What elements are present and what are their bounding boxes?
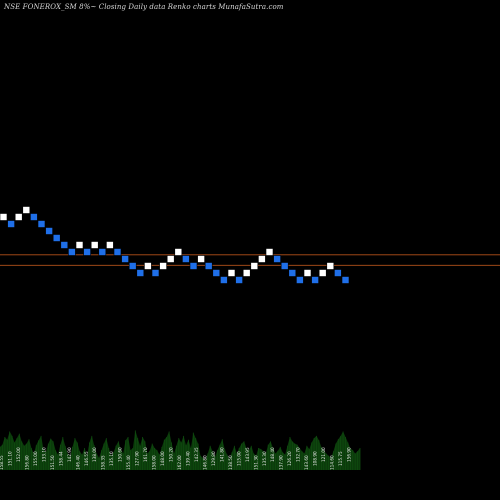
down-brick-32 [235,276,243,284]
down-brick-18 [128,262,137,270]
down-brick-28 [204,262,213,270]
down-brick-9 [60,241,69,249]
volume-label-29: 115.00 [236,451,241,466]
volume-label-33: 148.40 [270,447,275,462]
chart-title: NSE FONEROX_SM 8%~ Closing Daily data Re… [4,3,284,11]
volume-label-8: 158.44 [58,451,63,466]
volume-label-38: 108.90 [313,451,318,466]
volume-area [0,430,360,470]
volume-label-23: 139.40 [185,451,190,466]
volume-label-1: 158.55 [0,455,4,470]
volume-label-9: 142.90 [67,447,72,462]
volume-label-39: 121.00 [321,447,326,462]
down-brick-21 [151,269,160,277]
down-brick-46 [341,276,350,284]
up-brick-41 [303,269,312,277]
volume-label-4: 156.80 [24,455,29,470]
volume-label-27: 141.80 [219,447,224,462]
down-brick-25 [182,255,190,263]
volume-label-36: 132.70 [296,447,301,462]
up-brick-35 [258,255,266,263]
volume-label-10: 146.40 [75,455,80,470]
volume-label-17: 127.90 [135,451,140,466]
down-brick-2 [7,220,15,228]
up-brick-33 [242,269,251,277]
volume-label-21: 150.20 [169,447,174,462]
up-brick-23 [166,255,175,263]
volume-label-37: 143.60 [304,455,309,470]
down-brick-14 [98,248,107,256]
volume-label-13: 158.35 [101,455,106,470]
volume-label-2: 151.10 [7,451,12,466]
down-brick-8 [52,234,61,242]
up-brick-44 [326,262,335,270]
down-brick-45 [334,269,342,277]
reference-lines [0,254,500,266]
down-brick-10 [68,248,76,256]
volume-label-20: 148.00 [160,451,165,466]
up-brick-11 [75,241,84,249]
volume-label-18: 161.70 [143,447,148,462]
volume-label-31: 151.30 [253,455,258,470]
volume-label-34: 137.90 [279,455,284,470]
volume-label-32: 135.30 [262,451,267,466]
up-brick-20 [144,262,152,270]
volume-label-22: 162.00 [177,455,182,470]
down-brick-42 [311,276,319,284]
volume-label-25: 146.80 [202,455,207,470]
volume-label-35: 126.20 [287,451,292,466]
volume-label-28: 138.50 [228,455,233,470]
down-brick-39 [288,269,297,277]
volume-panel [0,430,361,470]
up-brick-13 [90,241,99,249]
volume-label-15: 150.60 [118,447,123,462]
down-brick-5 [30,213,38,221]
down-brick-38 [280,262,289,270]
volume-label-19: 158.00 [152,455,157,470]
volume-label-26: 129.80 [211,451,216,466]
down-brick-6 [37,220,46,228]
up-brick-4 [22,206,31,214]
down-brick-40 [296,276,304,284]
up-brick-43 [318,269,327,277]
down-brick-16 [113,248,122,256]
up-brick-27 [197,255,205,263]
down-brick-17 [121,255,129,263]
up-brick-24 [174,248,183,256]
up-brick-31 [227,269,236,277]
renko-bricks [0,206,350,284]
volume-label-30: 143.95 [245,447,250,462]
volume-label-16: 155.40 [126,455,131,470]
volume-label-7: 151.50 [50,455,55,470]
down-brick-30 [220,276,228,284]
volume-label-40: 114.60 [330,455,335,470]
up-brick-34 [250,262,259,270]
volume-label-3: 152.00 [16,447,21,462]
volume-label-42: 156.90 [347,447,352,462]
down-brick-12 [83,248,91,256]
volume-label-5: 155.00 [33,451,38,466]
down-brick-7 [45,227,53,235]
up-brick-15 [106,241,114,249]
volume-label-14: 135.10 [109,451,114,466]
volume-label-24: 142.35 [194,447,199,462]
up-brick-36 [265,248,274,256]
up-brick-22 [159,262,167,270]
down-brick-26 [189,262,198,270]
up-brick-1 [0,213,8,221]
down-brick-19 [136,269,145,277]
volume-label-41: 115.75 [338,451,343,466]
volume-label-6: 133.10 [41,447,46,462]
up-brick-3 [14,213,23,221]
down-brick-29 [212,269,221,277]
volume-label-11: 146.55 [84,451,89,466]
down-brick-37 [273,255,281,263]
volume-label-12: 138.00 [92,447,97,462]
